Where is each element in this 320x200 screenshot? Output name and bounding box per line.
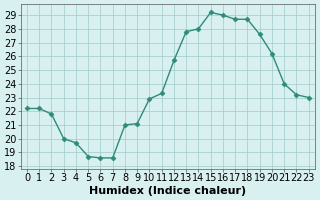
X-axis label: Humidex (Indice chaleur): Humidex (Indice chaleur) xyxy=(89,186,246,196)
